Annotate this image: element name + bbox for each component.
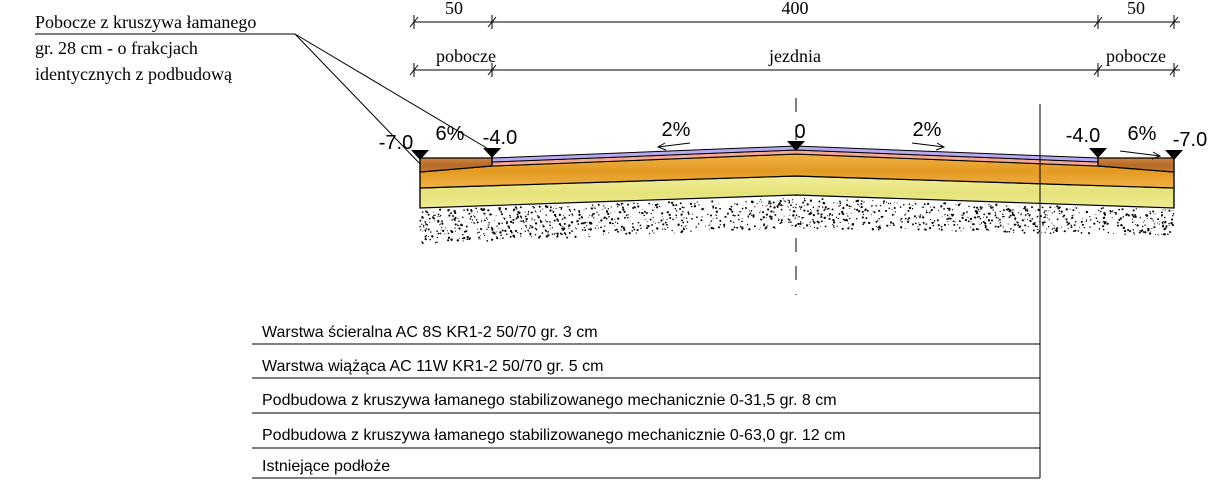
dim-right-shoulder: 50 — [1127, 0, 1145, 18]
slope-arrows — [656, 142, 1162, 160]
slope-right-shoulder: 6% — [1128, 123, 1157, 145]
elevation-triangle-left-outer — [411, 150, 429, 160]
elevation-right-inner: -4.0 — [1066, 125, 1100, 147]
shoulder-note-line-3: identycznych z podbudową — [35, 64, 233, 84]
dimension-ticks — [409, 15, 1179, 77]
arrow-right-shoulder-icon — [1119, 150, 1162, 160]
slope-right-lane: 2% — [913, 119, 942, 141]
elevation-right-outer: -7.0 — [1173, 129, 1207, 151]
slope-left-lane: 2% — [662, 119, 691, 141]
label-roadway: jezdnia — [768, 46, 821, 66]
elevation-triangle-right-inner — [1089, 148, 1107, 158]
elevation-left-inner: -4.0 — [483, 127, 517, 149]
layer-legend — [252, 343, 1040, 479]
elevation-left-outer: -7.0 — [379, 132, 413, 154]
label-right-shoulder: pobocze — [1106, 46, 1166, 66]
label-left-shoulder: pobocze — [436, 46, 496, 66]
elevation-triangle-left-inner — [483, 148, 501, 158]
dim-roadway: 400 — [782, 0, 809, 18]
dim-left-shoulder: 50 — [445, 0, 463, 18]
subgrade-dots — [419, 197, 1175, 245]
legend-item-upper-base: Podbudowa z kruszywa łamanego stabilizow… — [262, 392, 837, 409]
dimension-lines — [409, 15, 1180, 77]
pavement-structure — [419, 145, 1175, 245]
shoulder-note-line-2: gr. 28 cm - o frakcjach — [35, 38, 198, 58]
legend-item-binder-course: Warstwa wiążąca AC 11W KR1-2 50/70 gr. 5… — [262, 358, 603, 375]
shoulder-note-leaders — [35, 33, 491, 169]
shoulder-note: Pobocze z kruszywa łamanego gr. 28 cm - … — [35, 12, 491, 169]
elevation-triangle-right-outer — [1165, 150, 1183, 160]
elevation-triangle-center — [787, 141, 805, 151]
subgrade-layer — [420, 196, 1174, 244]
elevation-markers — [411, 141, 1183, 160]
arrow-right-lane-icon — [911, 142, 946, 151]
legend-item-wearing-course: Warstwa ścieralna AC 8S KR1-2 50/70 gr. … — [262, 324, 598, 341]
legend-item-subgrade: Istniejące podłoże — [262, 458, 390, 475]
shoulder-note-line-1: Pobocze z kruszywa łamanego — [35, 12, 256, 32]
elevation-center: 0 — [794, 121, 805, 143]
arrow-left-lane-icon — [656, 142, 691, 151]
legend-item-lower-base: Podbudowa z kruszywa łamanego stabilizow… — [262, 427, 845, 444]
slope-left-shoulder: 6% — [436, 123, 465, 145]
